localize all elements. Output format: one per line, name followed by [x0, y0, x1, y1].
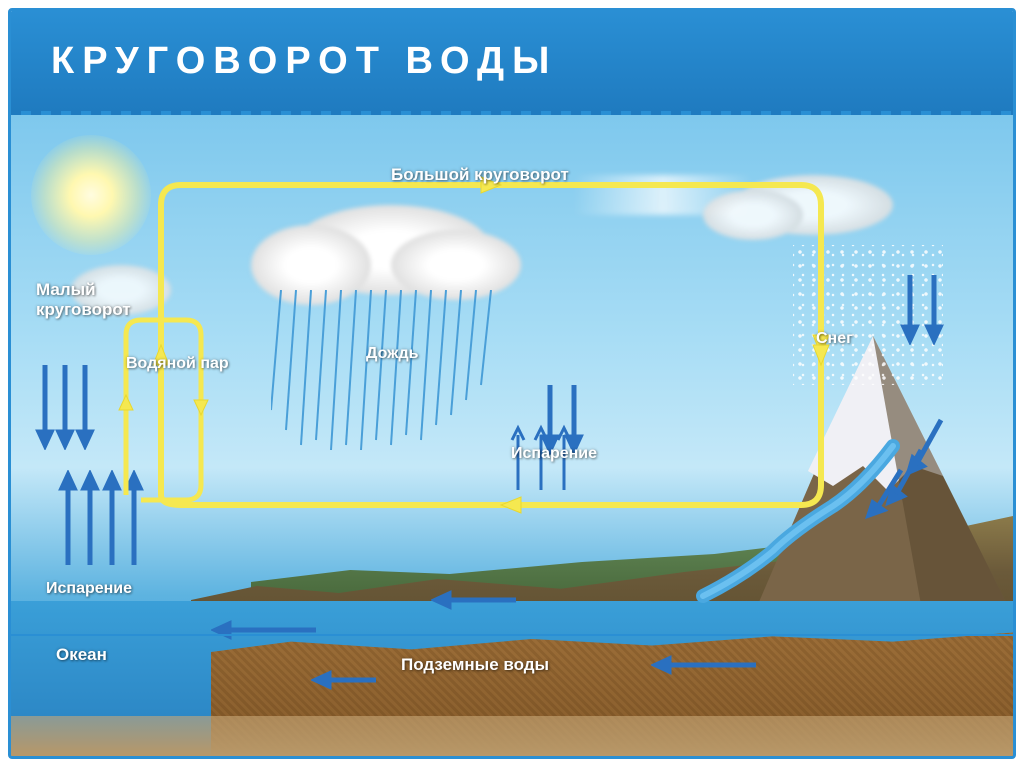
- label-vapor: Водяной пар: [126, 355, 229, 373]
- label-evaporation-mid: Испарение: [511, 445, 597, 463]
- groundwater-arrow-2: [311, 670, 381, 690]
- label-ocean: Океан: [56, 645, 107, 665]
- sun-icon: [31, 135, 151, 255]
- diagram-frame: КРУГОВОРОТ ВОДЫ: [0, 0, 1024, 767]
- label-rain: Дождь: [366, 345, 419, 363]
- snow-arrows: [896, 270, 951, 345]
- label-small-cycle: Малый круговорот: [36, 280, 146, 321]
- groundwater-arrow-1: [651, 655, 761, 675]
- label-groundwater: Подземные воды: [401, 655, 549, 675]
- title-header: КРУГОВОРОТ ВОДЫ: [11, 11, 1013, 111]
- surface-flow-arrow: [431, 590, 521, 610]
- label-big-cycle: Большой круговорот: [391, 165, 569, 185]
- seabed: [11, 716, 1013, 756]
- label-evaporation-left: Испарение: [46, 580, 132, 598]
- runoff-arrows: [861, 410, 961, 520]
- big-cycle-arrow: [141, 175, 841, 515]
- page-title: КРУГОВОРОТ ВОДЫ: [51, 40, 557, 83]
- ocean-flow-arrow-1: [211, 620, 321, 640]
- label-snow: Снег: [816, 330, 853, 348]
- diagram-inner: КРУГОВОРОТ ВОДЫ: [8, 8, 1016, 759]
- water-line: [11, 634, 1013, 636]
- small-cycle-arrow: [71, 310, 211, 510]
- scene: Большой круговорот Малый круговорот Водя…: [11, 115, 1013, 756]
